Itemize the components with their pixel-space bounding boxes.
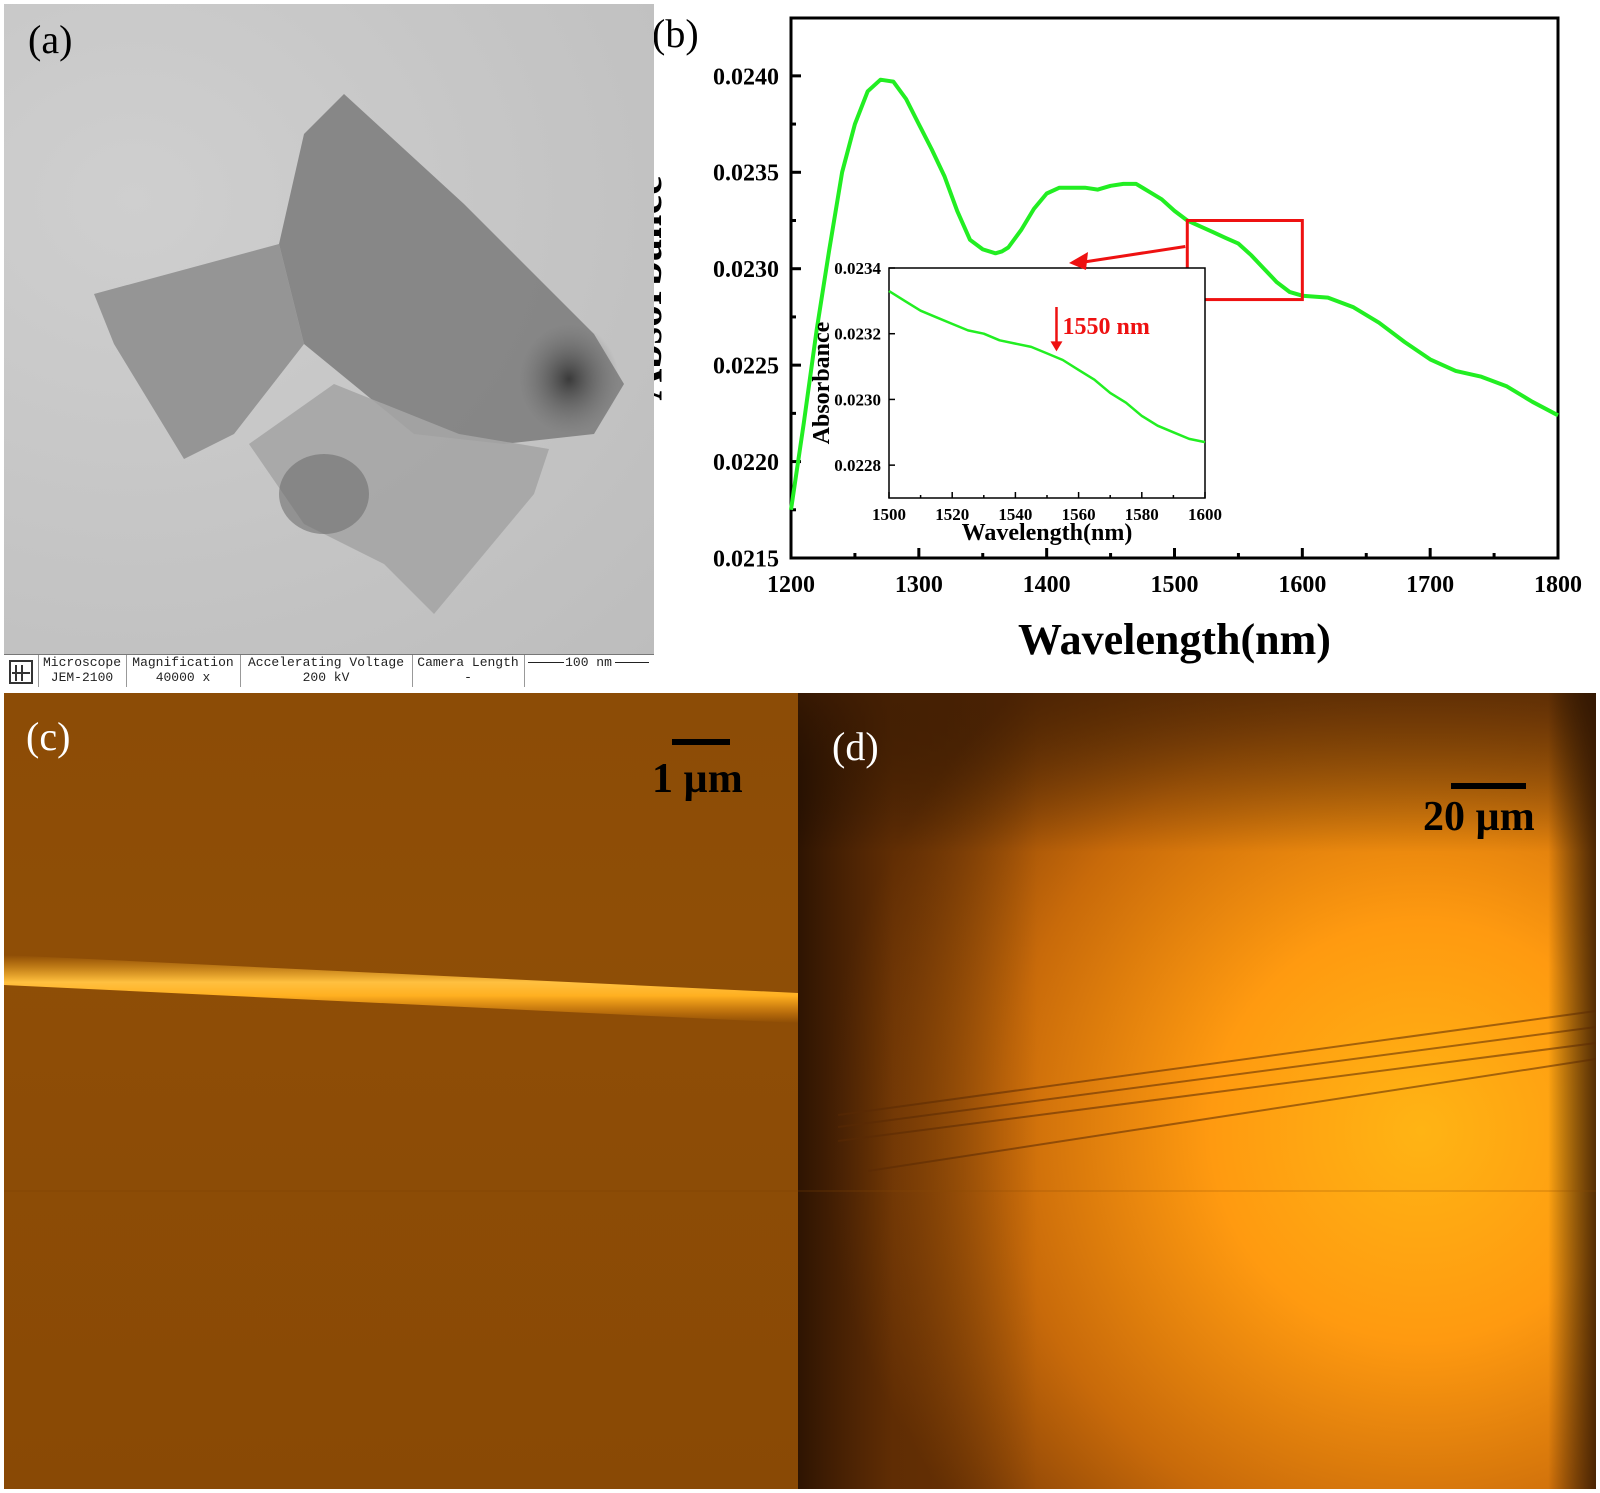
panel-b-absorbance-chart: (b) 1200 1300 1400 1500 1600 1700 1800 0.0215 0.… — [654, 0, 1600, 690]
main-x-tick-label: 1800 — [1534, 572, 1582, 598]
main-x-axis-title: Wavelength(nm) — [1018, 615, 1331, 664]
main-x-tick-label: 1500 — [1151, 572, 1199, 598]
main-y-tick-label: 0.0235 — [713, 161, 779, 187]
flake-lower — [249, 384, 549, 614]
panel-d-scale-text: 20 µm — [1423, 794, 1535, 840]
tem-info-bar: Microscope JEM-2100 Magnification 40000 x … — [4, 654, 654, 687]
inset-x-tick-label: 1600 — [1188, 505, 1222, 524]
info-voltage: Accelerating Voltage 200 kV — [240, 655, 413, 687]
panel-c-label: (c) — [26, 714, 71, 759]
absorbance-chart-svg: 1200 1300 1400 1500 1600 1700 1800 0.0215 0.0220… — [654, 16, 1582, 664]
main-x-tick-label: 1700 — [1406, 572, 1454, 598]
main-y-axis-title: Absorbance — [654, 176, 671, 401]
main-x-tick-label: 1600 — [1278, 572, 1326, 598]
main-y-tick-label: 0.0215 — [713, 546, 779, 572]
flake-dark-region — [519, 324, 619, 434]
panel-c-image — [4, 693, 798, 1489]
panel-d-label: (d) — [832, 724, 879, 769]
inset-y-tick-label: 0.0232 — [834, 325, 881, 344]
tem-flakes — [94, 94, 624, 614]
annotation-1550-label: 1550 nm — [1062, 314, 1149, 340]
main-series-line — [789, 77, 1559, 511]
inset-y-tick-label: 0.0234 — [834, 259, 881, 278]
inset-x-tick-label: 1540 — [998, 505, 1032, 524]
zoom-arrow-line — [1083, 245, 1186, 264]
panel-c-scale-text: 1 µm — [652, 756, 743, 802]
info-scale-bar: 100 nm — [524, 655, 653, 687]
info-magnification: Magnification 40000 x — [126, 655, 241, 687]
inset-y-tick-label: 0.0230 — [834, 390, 881, 409]
panel-d-optical-image: (d) 20 µm — [798, 693, 1596, 1489]
panel-c-scale-bar — [672, 739, 730, 745]
panel-a-label: (a) — [28, 17, 73, 62]
inset-x-tick-label: 1560 — [1062, 505, 1096, 524]
flake-left — [94, 244, 304, 459]
info-camera-length: Camera Length - — [412, 655, 525, 687]
inset-x-tick-label: 1500 — [872, 505, 906, 524]
zoom-box — [1185, 219, 1304, 302]
inset-y-axis-title: Absorbance — [809, 321, 835, 444]
inset-x-tick-label: 1520 — [935, 505, 969, 524]
main-y-tick-label: 0.0225 — [713, 354, 779, 380]
panel-d-scale-bar — [1451, 783, 1526, 789]
flake-lower-dark — [279, 454, 369, 534]
panel-d-image — [798, 693, 1596, 1489]
info-microscope: Microscope JEM-2100 — [38, 655, 127, 687]
inset-x-tick-label: 1580 — [1125, 505, 1159, 524]
inset-y-tick-label: 0.0228 — [834, 456, 881, 475]
fiber-lines — [837, 1010, 1596, 1172]
zoom-arrow-head — [1069, 252, 1088, 270]
bright-fiber — [4, 955, 798, 1023]
inset-x-axis-title: Wavelength(nm) — [962, 520, 1133, 546]
inset-plot-frame — [888, 267, 1206, 499]
main-x-tick-label: 1400 — [1023, 572, 1071, 598]
tem-logo-icon — [4, 655, 39, 687]
panel-a-tem-image: (a) Microscope JEM-2100 Magnification 4000… — [4, 4, 654, 687]
main-y-tick-label: 0.0230 — [713, 257, 779, 283]
tem-micrograph — [4, 4, 654, 654]
panel-c-optical-image: (c) 1 µm — [4, 693, 798, 1489]
main-y-tick-label: 0.0240 — [713, 64, 779, 90]
main-x-tick-label: 1200 — [767, 572, 815, 598]
main-x-tick-label: 1300 — [895, 572, 943, 598]
inset-series-line — [888, 289, 1206, 444]
annotation-arrow-head — [1050, 341, 1063, 352]
main-y-tick-label: 0.0220 — [713, 450, 779, 476]
panel-b-label: (b) — [654, 11, 699, 56]
